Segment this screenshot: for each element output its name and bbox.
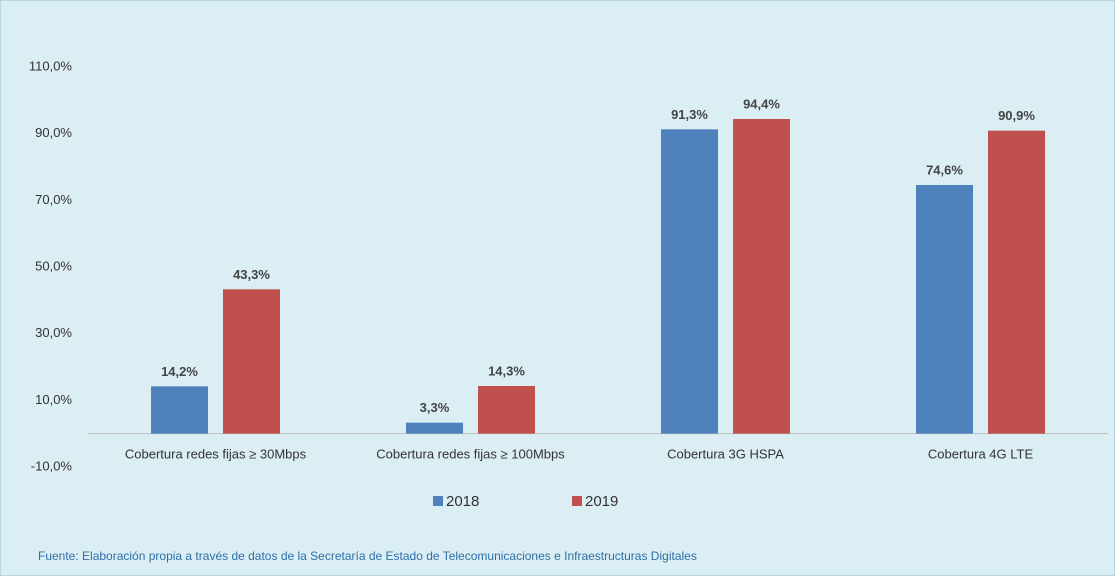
y-tick-label: 90,0% <box>35 125 72 140</box>
x-tick-label: Cobertura redes fijas ≥ 100Mbps <box>376 446 565 461</box>
x-tick-label: Cobertura 3G HSPA <box>667 446 784 461</box>
value-label: 90,9% <box>998 108 1035 123</box>
x-tick-label: Cobertura redes fijas ≥ 30Mbps <box>125 446 307 461</box>
legend-swatch <box>572 496 582 506</box>
bar <box>916 185 973 434</box>
bar <box>223 289 280 434</box>
legend-swatch <box>433 496 443 506</box>
bar <box>988 130 1045 434</box>
value-label: 91,3% <box>671 107 708 122</box>
value-label: 14,2% <box>161 364 198 379</box>
value-label: 3,3% <box>420 400 450 415</box>
y-tick-label: -10,0% <box>31 458 73 473</box>
bar <box>661 129 718 434</box>
legend-label: 2018 <box>446 493 479 510</box>
y-tick-label: 110,0% <box>29 58 73 73</box>
bar <box>406 422 463 434</box>
y-tick-label: 10,0% <box>35 392 72 407</box>
bar <box>151 386 208 434</box>
legend-label: 2019 <box>585 493 618 510</box>
y-tick-label: 30,0% <box>35 325 72 340</box>
bar <box>478 386 535 434</box>
bar <box>733 119 790 434</box>
value-label: 74,6% <box>926 162 963 177</box>
x-tick-label: Cobertura 4G LTE <box>928 446 1034 461</box>
value-label: 14,3% <box>488 363 525 378</box>
value-label: 94,4% <box>743 96 780 111</box>
y-tick-label: 50,0% <box>35 258 72 273</box>
source-note: Fuente: Elaboración propia a través de d… <box>38 549 697 563</box>
value-label: 43,3% <box>233 267 270 282</box>
y-tick-label: 70,0% <box>35 192 72 207</box>
